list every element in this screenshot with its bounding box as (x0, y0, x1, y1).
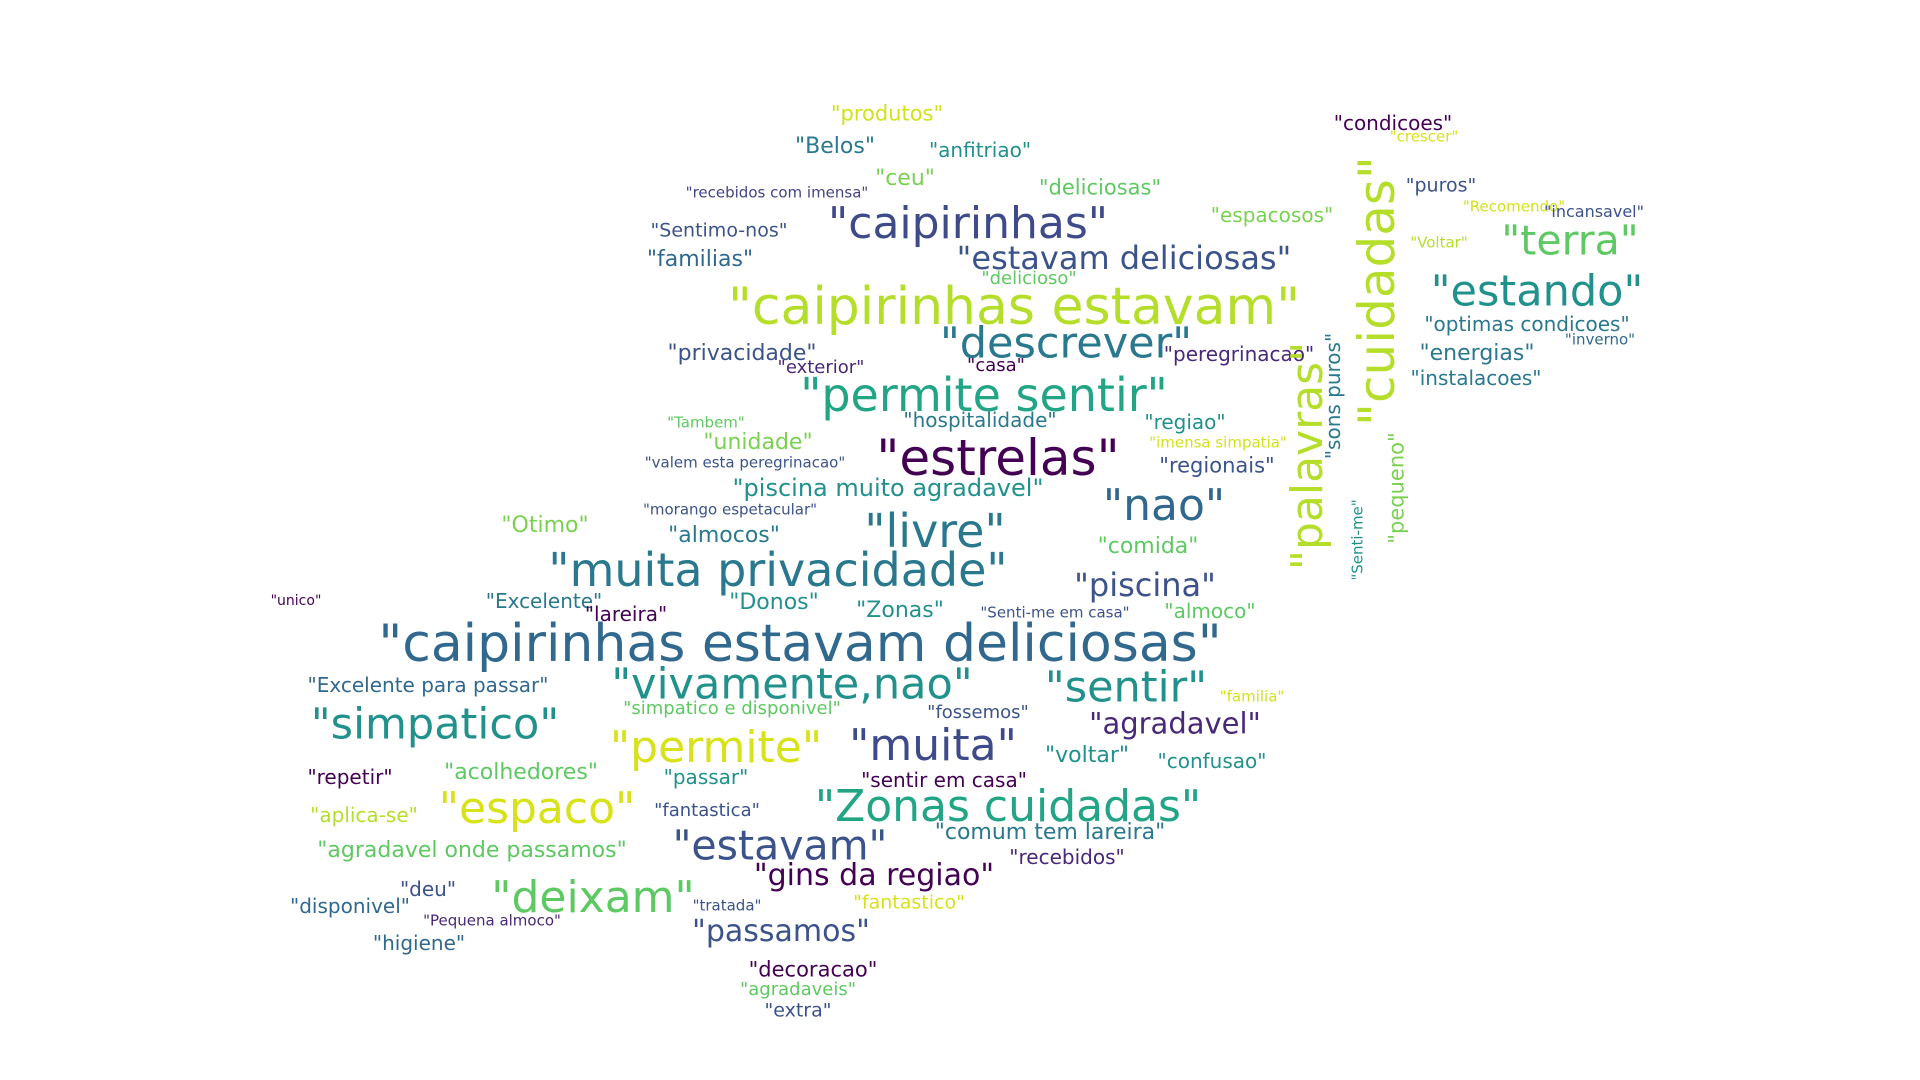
cloud-word: "Zonas" (856, 598, 944, 623)
cloud-word: "imensa simpatia" (1149, 433, 1287, 452)
cloud-word: "Voltar" (1410, 233, 1468, 252)
cloud-word: "Belos" (795, 134, 875, 159)
cloud-word: "deu" (399, 877, 457, 901)
cloud-word: "cuidadas" (1348, 156, 1406, 426)
cloud-word: "energias" (1419, 341, 1535, 366)
cloud-word: "Recomendo" (1462, 197, 1566, 216)
cloud-word: "gins da regiao" (753, 858, 995, 893)
cloud-word: "almocos" (668, 523, 780, 548)
cloud-word: "Tambem" (667, 413, 745, 432)
cloud-word: "descrever" (939, 318, 1193, 369)
cloud-word: "comum tem lareira" (934, 820, 1166, 845)
cloud-word: "estavam deliciosas" (956, 239, 1292, 277)
cloud-word: "lareira" (584, 602, 668, 626)
cloud-word: "estando" (1430, 266, 1644, 317)
cloud-word: "terra" (1501, 216, 1639, 265)
cloud-word: "produtos" (830, 101, 944, 126)
cloud-word: "casa" (967, 355, 1025, 376)
cloud-word: "Otimo" (501, 513, 589, 538)
cloud-word: "pequeno" (1384, 432, 1409, 544)
cloud-word: "decoracao" (748, 957, 878, 982)
cloud-word: "unidade" (703, 430, 813, 455)
cloud-word: "passamos" (692, 914, 870, 949)
cloud-word: "agradavel" (1089, 706, 1261, 741)
cloud-word: "simpatico" (310, 699, 560, 750)
cloud-word: "exterior" (777, 357, 865, 378)
cloud-word: "Senti-me em casa" (980, 603, 1130, 622)
cloud-word: "recebidos com imensa" (685, 183, 869, 202)
cloud-word: "Excelente" (485, 589, 603, 613)
cloud-word: "hospitalidade" (903, 408, 1057, 432)
cloud-word: "valem esta peregrinacao" (644, 453, 846, 472)
cloud-word: "familias" (646, 247, 754, 272)
cloud-word: "agradaveis" (739, 979, 857, 1000)
cloud-word: "inverno" (1564, 330, 1636, 349)
cloud-word: "aplica-se" (310, 803, 418, 827)
cloud-word: "ceu" (875, 166, 935, 191)
cloud-word: "sentir" (1044, 662, 1208, 713)
cloud-word: "permite sentir" (800, 368, 1168, 422)
cloud-word: "disponivel" (290, 894, 410, 918)
cloud-word: "delicioso" (981, 268, 1077, 289)
cloud-word: "deliciosas" (1038, 175, 1162, 200)
cloud-word: "instalacoes" (1410, 366, 1542, 390)
cloud-word: "morango espetacular" (642, 500, 818, 519)
cloud-word: "Excelente para passar" (307, 673, 549, 697)
cloud-word: "recebidos" (1009, 845, 1125, 869)
cloud-word: "confusao" (1157, 749, 1267, 773)
cloud-word: "higiene" (372, 931, 466, 955)
cloud-word: "Pequena almoco" (423, 911, 561, 930)
cloud-word: "sons puros" (1321, 332, 1345, 460)
cloud-word: "piscina muito agradavel" (732, 474, 1044, 502)
cloud-word: "crescer" (1389, 127, 1459, 146)
cloud-word: "regiao" (1144, 410, 1226, 434)
cloud-word: "anfitriao" (928, 138, 1032, 162)
cloud-word: "passar" (663, 765, 749, 789)
cloud-word: "fossemos" (927, 702, 1029, 723)
cloud-word: "muita" (849, 720, 1017, 771)
cloud-word: "regionais" (1159, 453, 1275, 478)
cloud-word: "fantastico" (853, 891, 965, 914)
cloud-word: "unico" (270, 593, 322, 609)
cloud-word: "agradavel onde passamos" (317, 838, 627, 863)
cloud-word: "comida" (1097, 534, 1199, 559)
cloud-word: "Sentimo-nos" (650, 219, 788, 242)
cloud-word: "Senti-me" (1348, 499, 1367, 581)
cloud-word: "sentir em casa" (861, 768, 1027, 792)
cloud-word: "caipirinhas estavam deliciosas" (378, 614, 1222, 674)
cloud-word: "nao" (1102, 480, 1226, 531)
cloud-word: "estavam" (672, 821, 888, 870)
cloud-word: "estrelas" (876, 429, 1120, 487)
cloud-word: "voltar" (1045, 743, 1129, 768)
cloud-word: "tratada" (692, 896, 762, 915)
cloud-word: "simpatico e disponivel" (623, 698, 841, 719)
cloud-word: "deixam" (491, 872, 695, 923)
cloud-word: "familia" (1219, 687, 1285, 706)
cloud-word: "condicoes" (1333, 111, 1453, 135)
cloud-word: "fantastica" (654, 800, 760, 821)
cloud-word: "espacosos" (1210, 203, 1334, 227)
cloud-word: "privacidade" (667, 341, 817, 366)
cloud-word: "repetir" (307, 765, 393, 789)
cloud-word: "livre" (864, 504, 1006, 558)
cloud-word: "extra" (764, 999, 832, 1022)
cloud-word: "Donos" (729, 590, 819, 615)
cloud-word: "peregrinacao" (1163, 342, 1315, 366)
cloud-word: "vivamente,nao" (611, 659, 973, 710)
cloud-word: "incansavel" (1544, 202, 1644, 221)
cloud-word: "almoco" (1164, 599, 1256, 623)
cloud-word: "Zonas cuidadas" (814, 781, 1202, 832)
cloud-word: "piscina" (1074, 566, 1216, 604)
cloud-word: "muita privacidade" (548, 543, 1008, 597)
cloud-word: "caipirinhas estavam" (727, 277, 1301, 337)
cloud-word: "optimas condicoes" (1424, 312, 1630, 336)
cloud-word: "espaco" (438, 783, 636, 834)
cloud-word: "caipirinhas" (828, 198, 1108, 249)
cloud-word: "puros" (1405, 174, 1477, 197)
cloud-word: "permite" (609, 722, 823, 773)
cloud-word: "acolhedores" (444, 760, 598, 785)
